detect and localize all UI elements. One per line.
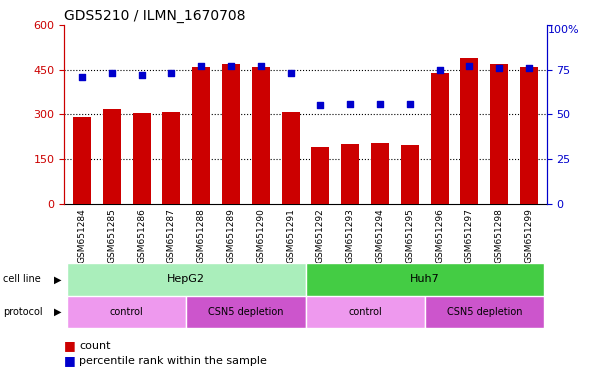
Point (167, 70, 177, 76)
Text: GSM651294: GSM651294 (376, 208, 384, 263)
Text: percentile rank within the sample: percentile rank within the sample (79, 356, 267, 366)
Text: control: control (348, 307, 382, 317)
Point (375, 101, 385, 107)
Bar (490, 64, 508, 204)
Text: GSM651287: GSM651287 (167, 208, 176, 263)
Point (434, 66, 444, 73)
Bar (67, 296, 186, 328)
Bar (371, 142, 389, 204)
Text: protocol: protocol (3, 307, 43, 317)
Bar (431, 73, 448, 204)
Text: GSM651296: GSM651296 (435, 208, 444, 263)
Text: GSM651293: GSM651293 (346, 208, 355, 263)
Bar (73, 117, 91, 204)
Text: ▶: ▶ (54, 307, 61, 317)
Bar (461, 58, 478, 204)
Bar (425, 296, 544, 328)
Bar (306, 263, 544, 296)
Bar (186, 296, 306, 328)
Text: GSM651290: GSM651290 (256, 208, 265, 263)
Bar (252, 67, 269, 204)
Text: GSM651286: GSM651286 (137, 208, 146, 263)
Text: CSN5 depletion: CSN5 depletion (447, 307, 522, 317)
Point (77, 74, 87, 80)
Text: HepG2: HepG2 (167, 274, 205, 285)
Text: GSM651291: GSM651291 (286, 208, 295, 263)
Text: GSM651297: GSM651297 (465, 208, 474, 263)
Point (256, 63, 266, 69)
Point (196, 63, 206, 69)
Text: ■: ■ (64, 354, 76, 367)
Bar (222, 64, 240, 204)
Text: Huh7: Huh7 (410, 274, 439, 285)
Point (315, 102, 325, 108)
Point (524, 65, 534, 71)
Text: GSM651295: GSM651295 (405, 208, 414, 263)
Bar (401, 145, 419, 204)
Bar (312, 147, 329, 204)
Point (405, 101, 415, 107)
Bar (342, 144, 359, 204)
Text: GSM651285: GSM651285 (108, 208, 116, 263)
Text: ▶: ▶ (54, 274, 61, 285)
Text: GDS5210 / ILMN_1670708: GDS5210 / ILMN_1670708 (64, 8, 246, 23)
Point (137, 72, 147, 78)
Bar (520, 67, 538, 204)
Text: CSN5 depletion: CSN5 depletion (208, 307, 284, 317)
Text: GSM651292: GSM651292 (316, 208, 325, 263)
Text: count: count (79, 341, 111, 351)
Bar (133, 113, 150, 204)
Text: ■: ■ (64, 339, 76, 352)
Point (464, 63, 474, 69)
Bar (67, 263, 306, 296)
Text: GSM651284: GSM651284 (78, 208, 87, 263)
Text: control: control (110, 307, 144, 317)
Bar (103, 109, 121, 204)
Bar (282, 112, 299, 204)
Text: GSM651299: GSM651299 (524, 208, 533, 263)
Text: cell line: cell line (3, 274, 41, 285)
Bar (306, 296, 425, 328)
Text: 100%: 100% (547, 25, 579, 35)
Text: GSM651289: GSM651289 (227, 208, 235, 263)
Point (494, 65, 504, 71)
Point (226, 63, 236, 69)
Point (345, 101, 355, 107)
Point (286, 70, 296, 76)
Point (107, 70, 117, 76)
Bar (192, 67, 210, 204)
Bar (163, 112, 180, 204)
Text: GSM651298: GSM651298 (495, 208, 503, 263)
Text: GSM651288: GSM651288 (197, 208, 206, 263)
